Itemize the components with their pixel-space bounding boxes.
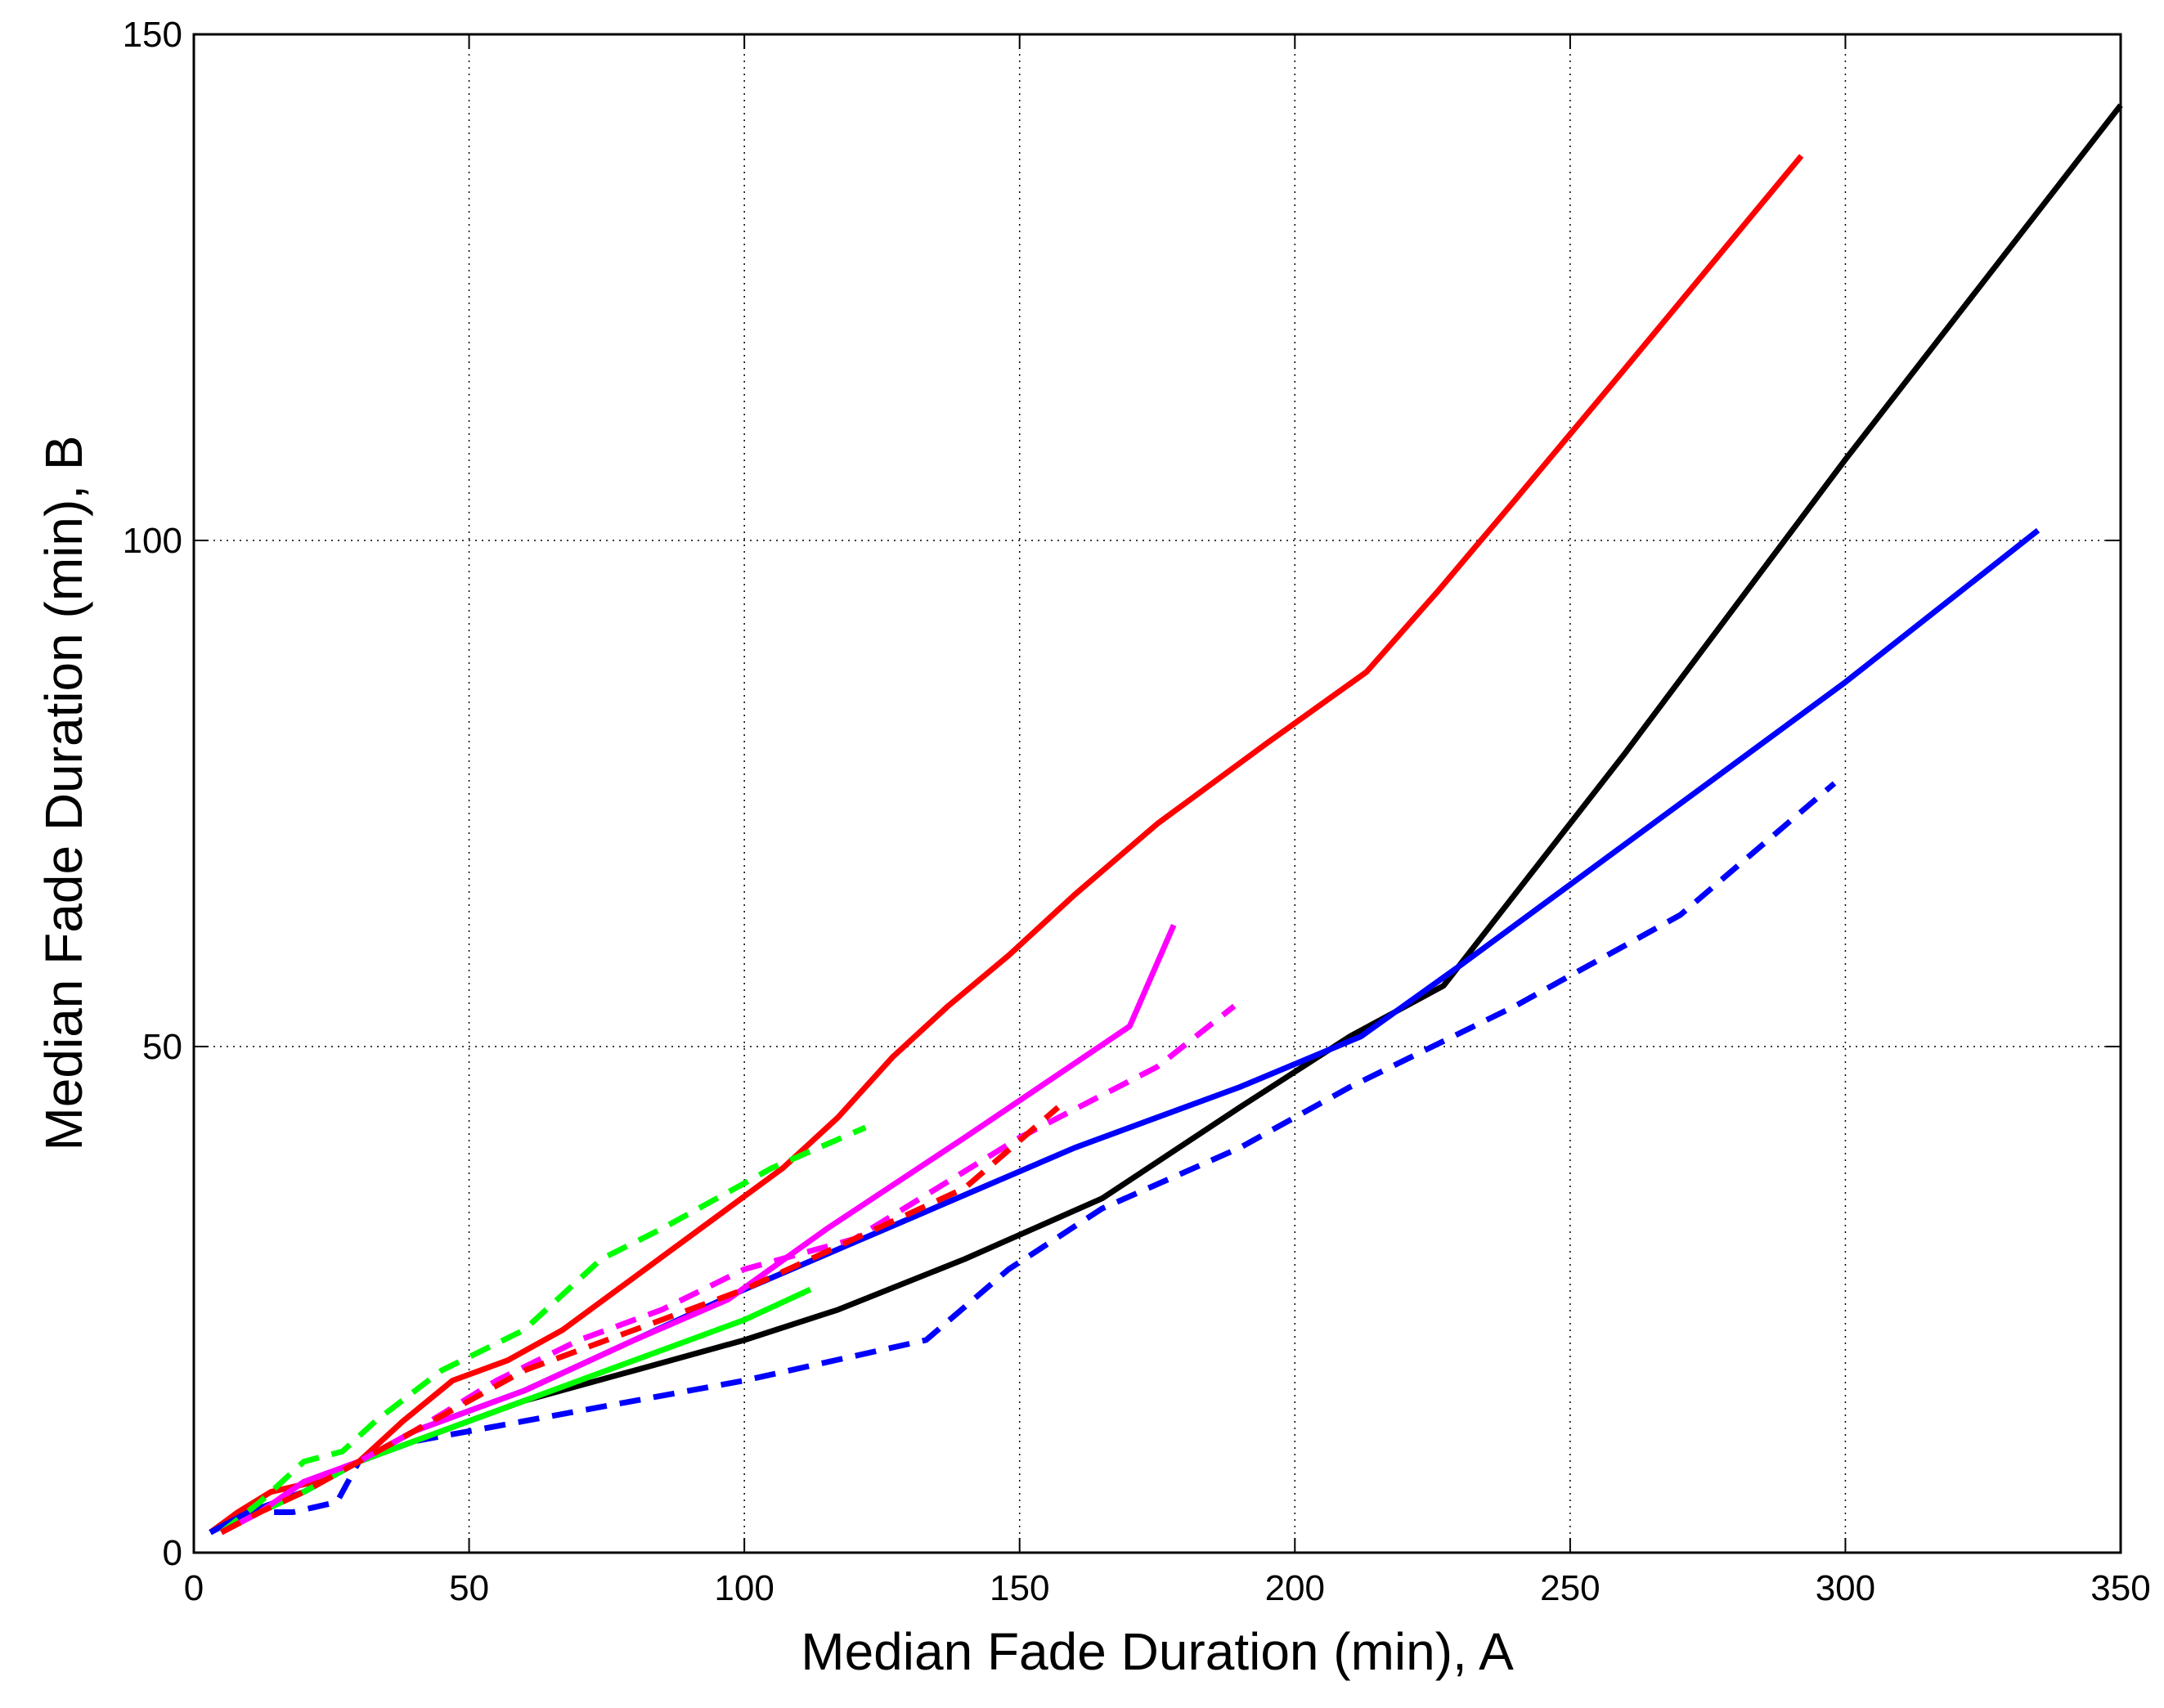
x-axis-title: Median Fade Duration (min), A <box>801 1622 1514 1681</box>
y-axis-title: Median Fade Duration (min), B <box>34 435 93 1150</box>
plot-area <box>194 34 2121 1553</box>
grid <box>194 34 2121 1553</box>
x-tick-labels: 0 50 100 150 200 250 300 350 <box>184 1568 2151 1608</box>
series-lines <box>209 103 2123 1535</box>
plot-frame <box>192 33 2122 1554</box>
y-tick-label: 0 <box>163 1533 182 1573</box>
y-tick-label: 150 <box>123 15 182 55</box>
x-tick-label: 300 <box>1816 1568 1875 1608</box>
y-tick-labels: 0 50 100 150 <box>123 15 182 1573</box>
x-tick-label: 0 <box>184 1568 204 1608</box>
x-tick-label: 150 <box>990 1568 1049 1608</box>
y-tick-label: 100 <box>123 521 182 561</box>
series-line-9 <box>220 1105 1061 1535</box>
axis-ticks <box>193 34 2121 1553</box>
series-line-4 <box>209 781 1837 1535</box>
y-tick-label: 50 <box>142 1027 182 1067</box>
series-line-6 <box>219 1124 867 1535</box>
x-tick-label: 100 <box>714 1568 774 1608</box>
x-tick-label: 250 <box>1540 1568 1600 1608</box>
x-tick-label: 350 <box>2090 1568 2150 1608</box>
x-tick-label: 50 <box>449 1568 489 1608</box>
x-tick-label: 200 <box>1265 1568 1325 1608</box>
